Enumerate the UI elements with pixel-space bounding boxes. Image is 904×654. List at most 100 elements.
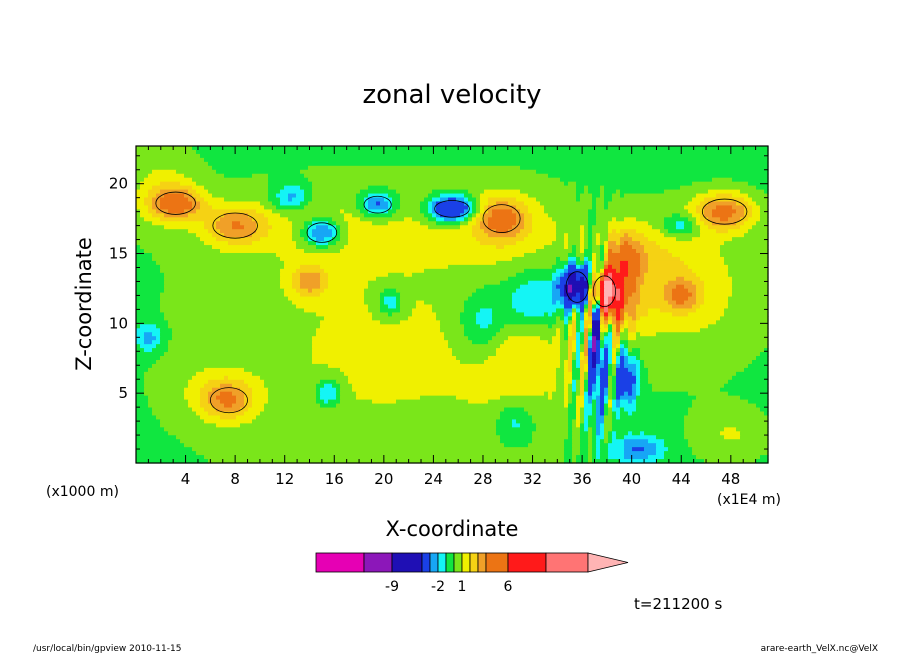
field-cell (752, 209, 761, 214)
field-cell (600, 403, 605, 409)
field-cell (552, 324, 565, 329)
field-cell (464, 300, 513, 306)
field-cell (704, 459, 757, 464)
field-cell (456, 395, 501, 401)
field-cell (136, 447, 193, 452)
field-cell (516, 197, 537, 203)
field-cell (352, 213, 365, 218)
field-cell (592, 288, 597, 294)
field-cell (604, 241, 609, 246)
field-cell (556, 320, 565, 325)
field-cell (380, 201, 389, 207)
field-cell (488, 197, 517, 203)
field-cell (580, 312, 585, 317)
field-cell (460, 225, 473, 230)
field-cell (628, 336, 637, 341)
field-cell (744, 209, 753, 214)
field-cell (472, 213, 477, 218)
field-cell (592, 292, 597, 298)
field-cell (260, 237, 293, 242)
field-cell (260, 375, 349, 381)
field-cell (192, 193, 201, 199)
field-cell (164, 213, 189, 218)
field-cell (592, 249, 601, 254)
field-cell (608, 447, 625, 452)
field-cell (524, 407, 569, 413)
field-cell (592, 229, 609, 234)
field-cell (612, 383, 617, 389)
field-cell (512, 256, 557, 262)
field-cell (620, 308, 625, 314)
field-cell (284, 288, 297, 294)
field-cell (160, 336, 173, 341)
field-cell (648, 379, 729, 385)
field-cell (212, 387, 241, 393)
field-cell (628, 260, 641, 266)
field-cell (244, 399, 253, 405)
field-cell (476, 237, 525, 242)
field-cell (484, 189, 521, 195)
field-cell (608, 328, 613, 333)
field-cell (592, 427, 597, 432)
field-cell (600, 451, 609, 456)
field-cell (624, 320, 629, 325)
field-cell (692, 197, 705, 203)
field-cell (548, 324, 553, 329)
field-cell (504, 340, 549, 345)
field-cell (464, 213, 469, 218)
field-cell (612, 292, 621, 298)
field-cell (572, 352, 577, 357)
field-cell (620, 260, 629, 266)
field-cell (552, 336, 561, 341)
field-cell (364, 292, 381, 298)
field-cell (192, 205, 201, 210)
field-cell (560, 363, 565, 369)
field-cell (700, 304, 729, 310)
field-cell (184, 209, 197, 214)
field-cell (336, 221, 349, 226)
field-cell (464, 332, 497, 337)
field-cell (588, 296, 597, 302)
field-cell (704, 280, 733, 286)
field-cell (328, 280, 369, 286)
field-cell (684, 284, 697, 290)
field-cell (380, 296, 385, 302)
field-cell (588, 272, 593, 278)
field-cell (344, 245, 497, 250)
field-cell (388, 193, 401, 199)
field-cell (396, 399, 469, 405)
field-cell (556, 316, 561, 321)
field-cell (312, 288, 325, 294)
field-cell (564, 296, 569, 302)
field-cell (280, 268, 297, 274)
field-cell (496, 260, 557, 266)
field-cell (628, 264, 641, 270)
field-cell (468, 296, 513, 302)
field-cell (588, 264, 593, 270)
field-cell (224, 213, 249, 218)
colorbar-arrow (587, 552, 629, 573)
field-cell (644, 276, 677, 282)
field-cell (480, 205, 485, 210)
field-cell (600, 439, 605, 444)
field-cell (640, 268, 649, 274)
field-cell (608, 304, 625, 310)
field-cell (584, 391, 589, 397)
field-cell (224, 375, 229, 381)
field-cell (584, 245, 589, 250)
field-cell (388, 272, 405, 278)
field-cell (624, 455, 649, 460)
field-cell (216, 221, 233, 226)
field-cell (636, 375, 641, 381)
field-cell (324, 288, 365, 294)
field-cell (492, 336, 509, 341)
field-cell (472, 201, 477, 207)
field-cell (616, 375, 637, 381)
field-cell (576, 395, 585, 401)
field-cell (276, 252, 525, 258)
field-cell (620, 344, 625, 349)
field-cell (148, 173, 185, 179)
field-cell (136, 375, 145, 381)
field-cell (148, 189, 161, 195)
field-cell (756, 403, 769, 409)
